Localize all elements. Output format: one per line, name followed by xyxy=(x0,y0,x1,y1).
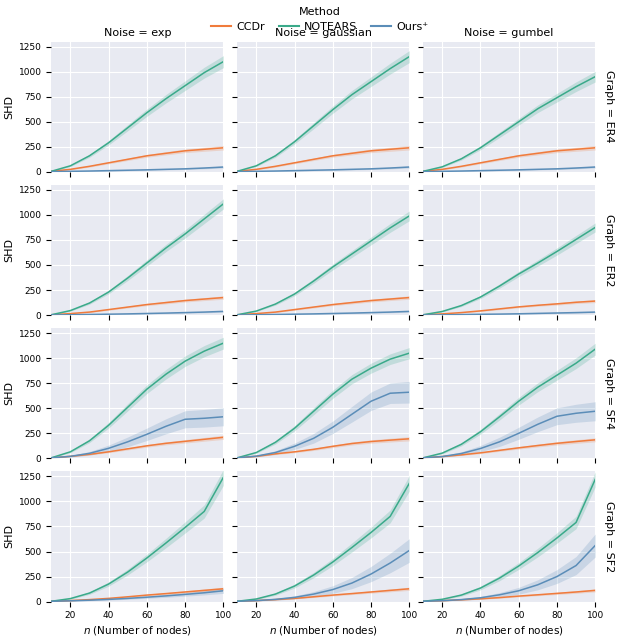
Y-axis label: Graph = SF2: Graph = SF2 xyxy=(604,501,614,572)
Y-axis label: SHD: SHD xyxy=(4,525,14,548)
Legend: CCDr, NOTEARS, Ours⁺: CCDr, NOTEARS, Ours⁺ xyxy=(207,3,433,37)
X-axis label: $n$ (Number of nodes): $n$ (Number of nodes) xyxy=(269,625,378,637)
Y-axis label: SHD: SHD xyxy=(4,95,14,118)
X-axis label: $n$ (Number of nodes): $n$ (Number of nodes) xyxy=(83,625,191,637)
Title: Noise = gaussian: Noise = gaussian xyxy=(275,28,372,38)
Title: Noise = gumbel: Noise = gumbel xyxy=(465,28,554,38)
X-axis label: $n$ (Number of nodes): $n$ (Number of nodes) xyxy=(455,625,563,637)
Title: Noise = exp: Noise = exp xyxy=(104,28,171,38)
Y-axis label: Graph = ER2: Graph = ER2 xyxy=(604,214,614,286)
Y-axis label: SHD: SHD xyxy=(4,381,14,405)
Y-axis label: SHD: SHD xyxy=(4,238,14,262)
Y-axis label: Graph = ER4: Graph = ER4 xyxy=(604,70,614,143)
Y-axis label: Graph = SF4: Graph = SF4 xyxy=(604,358,614,429)
